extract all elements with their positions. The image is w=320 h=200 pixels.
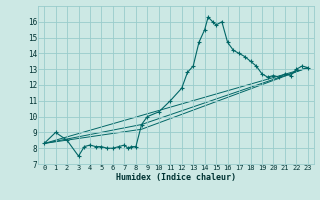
- X-axis label: Humidex (Indice chaleur): Humidex (Indice chaleur): [116, 173, 236, 182]
